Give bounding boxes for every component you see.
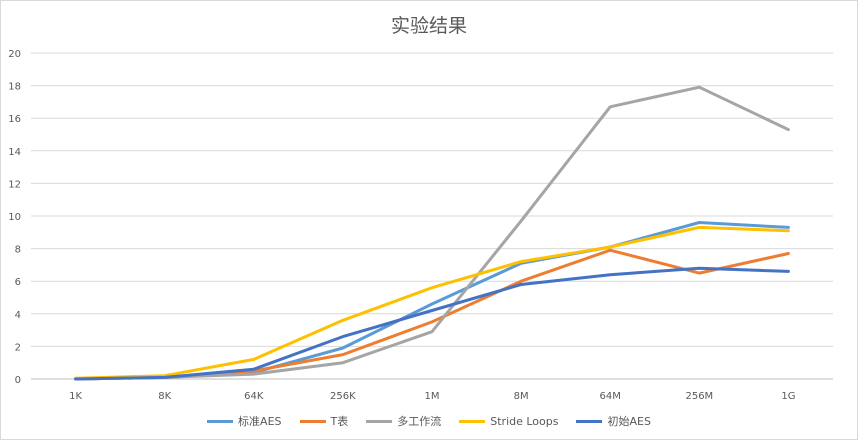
y-tick-label: 10 bbox=[8, 212, 21, 223]
legend-label: 标准AES bbox=[238, 415, 282, 428]
legend-item: T表 bbox=[299, 413, 349, 429]
x-tick-label: 256K bbox=[330, 391, 356, 402]
y-tick-label: 8 bbox=[15, 245, 21, 256]
y-tick-label: 4 bbox=[15, 310, 21, 321]
legend-label: Stride Loops bbox=[490, 414, 559, 428]
y-tick-label: 14 bbox=[8, 147, 21, 158]
legend-swatch bbox=[299, 419, 326, 423]
y-tick-label: 18 bbox=[8, 82, 21, 93]
legend-label: 初始AES bbox=[607, 415, 651, 428]
y-tick-label: 20 bbox=[8, 49, 21, 60]
legend-swatch bbox=[366, 419, 393, 423]
x-tick-label: 8K bbox=[158, 391, 171, 402]
legend-item: 多工作流 bbox=[366, 413, 441, 429]
x-tick-label: 8M bbox=[514, 391, 529, 402]
series-line bbox=[74, 85, 790, 381]
y-tick-label: 6 bbox=[15, 277, 21, 288]
series-line bbox=[74, 225, 790, 380]
x-tick-label: 1K bbox=[69, 391, 82, 402]
legend-item: Stride Loops bbox=[459, 413, 558, 429]
legend-item: 标准AES bbox=[207, 413, 282, 429]
chart-title: 实验结果 bbox=[390, 15, 467, 37]
legend-label: 多工作流 bbox=[397, 415, 442, 428]
x-tick-label: 64M bbox=[600, 391, 621, 402]
legend-label: T表 bbox=[330, 415, 349, 428]
legend-swatch bbox=[207, 419, 234, 423]
legend: 标准AES T表 多工作流 Stride Loops 初始AES bbox=[1, 413, 857, 429]
series-line bbox=[74, 221, 790, 381]
legend-swatch bbox=[459, 419, 486, 423]
x-tick-label: 256M bbox=[685, 391, 713, 402]
y-tick-label: 0 bbox=[15, 375, 21, 386]
y-tick-label: 2 bbox=[15, 342, 21, 353]
x-tick-label: 64K bbox=[244, 391, 264, 402]
y-tick-label: 16 bbox=[8, 114, 21, 125]
y-tick-label: 12 bbox=[8, 179, 21, 190]
x-tick-label: 1M bbox=[425, 391, 440, 402]
x-tick-label: 1G bbox=[781, 391, 795, 402]
series-line bbox=[74, 266, 790, 381]
legend-item: 初始AES bbox=[576, 413, 651, 429]
legend-swatch bbox=[576, 419, 603, 423]
